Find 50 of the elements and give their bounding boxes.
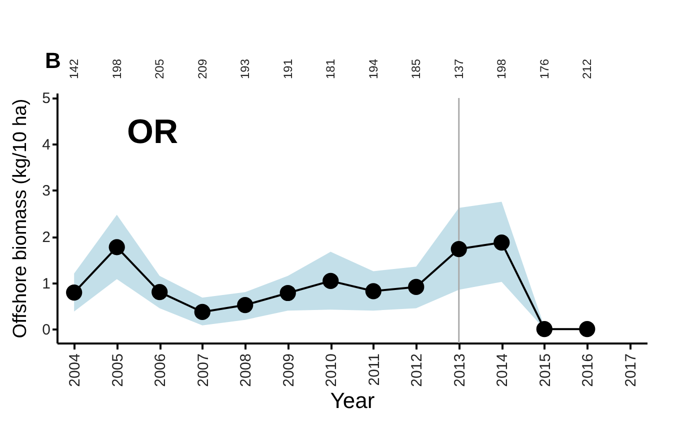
text: B [45,48,61,73]
point [536,321,552,338]
x-tick-label: 2013 [451,354,468,387]
y-tick-label: 1 [42,275,50,292]
x-tick-label: 2012 [408,354,426,387]
annotation: OR [127,113,178,151]
x-tick-label: 2004 [66,354,84,387]
text: 198 [110,58,124,79]
x-tick-label: 2007 [194,354,212,387]
point [152,284,168,300]
x-axis-title: Year [330,388,375,413]
text: 191 [280,58,295,79]
x-tick-label: 2016 [580,354,597,387]
x-tick-label: 2017 [622,354,640,387]
x-tick-label: 2014 [494,354,512,387]
text: 176 [537,58,552,79]
x-tick-label: 2005 [109,354,126,387]
x-tick-label: 2006 [152,354,170,387]
text: 142 [67,58,82,79]
point [365,283,382,300]
y-tick-label: 3 [42,182,50,200]
x-tick-label: 2008 [238,354,255,387]
x-tick-label: 2009 [280,354,298,387]
point [408,278,424,296]
point [579,321,596,338]
point [108,239,125,256]
y-tick-label: 5 [42,90,50,108]
point [237,296,254,314]
text: 209 [195,58,210,79]
point [450,240,467,258]
text: 194 [366,58,380,79]
point [194,304,210,320]
y-tick-label: 2 [42,229,50,246]
point [322,272,339,290]
point [494,234,510,251]
text: 198 [494,58,509,79]
text: 193 [238,58,252,79]
y-axis-title: Offshore biomass (kg/10 ha) [10,98,32,338]
text: 185 [409,58,424,79]
text: 205 [152,58,167,79]
point [66,284,82,301]
x-tick-label: 2010 [323,354,340,387]
y-tick-label: 4 [42,136,50,154]
text: 212 [580,58,594,79]
text: 137 [452,58,466,79]
y-tick-label: 0 [42,322,50,339]
text: 181 [324,58,338,79]
x-tick-label: 2011 [366,354,383,386]
point [280,284,296,302]
x-tick-label: 2015 [536,354,554,387]
